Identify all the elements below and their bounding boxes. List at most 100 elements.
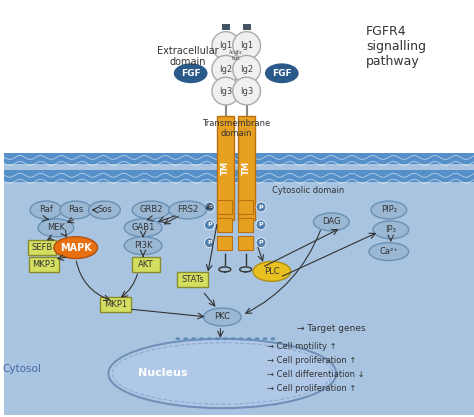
Text: Cytosolic domain: Cytosolic domain — [272, 186, 344, 195]
Text: Ras: Ras — [68, 206, 83, 214]
Circle shape — [204, 220, 214, 230]
Text: Extracellular
domain: Extracellular domain — [157, 45, 219, 67]
Circle shape — [256, 202, 266, 212]
Text: Ig2: Ig2 — [240, 65, 253, 74]
Ellipse shape — [373, 221, 409, 239]
Text: P: P — [259, 240, 263, 245]
FancyBboxPatch shape — [236, 50, 237, 60]
Text: Ig2: Ig2 — [219, 65, 232, 74]
Ellipse shape — [109, 339, 336, 408]
Circle shape — [256, 220, 266, 230]
Text: SEFB: SEFB — [31, 243, 53, 252]
Text: P: P — [207, 240, 212, 245]
Ellipse shape — [191, 337, 196, 340]
Text: Acidic
box: Acidic box — [229, 50, 244, 61]
FancyBboxPatch shape — [28, 257, 59, 272]
Text: → Cell differentiation ↓: → Cell differentiation ↓ — [267, 370, 365, 379]
Ellipse shape — [203, 308, 241, 326]
Circle shape — [204, 202, 214, 212]
FancyBboxPatch shape — [218, 218, 232, 232]
Ellipse shape — [246, 337, 252, 340]
Text: Ig3: Ig3 — [219, 87, 232, 95]
Circle shape — [212, 77, 240, 105]
Ellipse shape — [265, 63, 299, 83]
Text: FGFR4
signalling
pathway: FGFR4 signalling pathway — [366, 25, 426, 68]
Text: Nucleus: Nucleus — [138, 369, 188, 379]
Text: AKT: AKT — [138, 260, 154, 269]
Text: Transmembrane
domain: Transmembrane domain — [202, 119, 270, 138]
Ellipse shape — [231, 337, 236, 340]
Circle shape — [233, 32, 261, 59]
Ellipse shape — [255, 337, 259, 340]
FancyBboxPatch shape — [243, 24, 251, 30]
Ellipse shape — [30, 201, 62, 219]
Text: MAPK: MAPK — [60, 243, 91, 253]
Ellipse shape — [89, 201, 120, 219]
Text: PLC: PLC — [264, 267, 280, 276]
Circle shape — [256, 238, 266, 248]
Ellipse shape — [313, 213, 349, 231]
Text: TM: TM — [221, 161, 230, 175]
Ellipse shape — [263, 337, 267, 340]
Text: PI3K: PI3K — [134, 241, 152, 250]
Ellipse shape — [223, 337, 228, 340]
Text: MEK: MEK — [47, 224, 65, 232]
FancyBboxPatch shape — [4, 156, 474, 415]
Text: GAB1: GAB1 — [131, 224, 155, 232]
Circle shape — [233, 55, 261, 83]
Ellipse shape — [60, 201, 91, 219]
Text: MKP3: MKP3 — [32, 260, 55, 269]
FancyBboxPatch shape — [218, 200, 232, 214]
Text: Sos: Sos — [97, 206, 112, 214]
Ellipse shape — [175, 337, 180, 340]
Circle shape — [212, 55, 240, 83]
Circle shape — [233, 77, 261, 105]
Circle shape — [212, 32, 240, 59]
FancyBboxPatch shape — [238, 218, 253, 232]
Ellipse shape — [199, 337, 204, 340]
FancyBboxPatch shape — [100, 296, 131, 311]
FancyBboxPatch shape — [222, 24, 230, 30]
Text: Cytosol: Cytosol — [3, 364, 42, 374]
Ellipse shape — [369, 243, 409, 261]
Text: Ig3: Ig3 — [240, 87, 253, 95]
FancyBboxPatch shape — [238, 116, 255, 220]
Ellipse shape — [174, 63, 208, 83]
Text: FRS2: FRS2 — [177, 206, 198, 214]
Text: P: P — [259, 222, 263, 227]
FancyBboxPatch shape — [4, 2, 474, 156]
FancyBboxPatch shape — [4, 171, 474, 182]
Text: Raf: Raf — [39, 206, 53, 214]
Ellipse shape — [132, 201, 170, 219]
Ellipse shape — [38, 219, 74, 237]
Ellipse shape — [54, 237, 98, 259]
Ellipse shape — [253, 261, 291, 281]
Text: → Target genes: → Target genes — [297, 324, 365, 333]
FancyBboxPatch shape — [218, 116, 234, 220]
Text: STATs: STATs — [181, 275, 204, 284]
Ellipse shape — [124, 219, 162, 237]
Text: → Cell proliferation ↑: → Cell proliferation ↑ — [267, 356, 356, 365]
Circle shape — [204, 238, 214, 248]
Text: → Cell proliferation ↑: → Cell proliferation ↑ — [267, 384, 356, 393]
Ellipse shape — [239, 337, 244, 340]
FancyBboxPatch shape — [27, 240, 56, 255]
Ellipse shape — [183, 337, 188, 340]
FancyBboxPatch shape — [218, 236, 232, 250]
Text: IP₃: IP₃ — [385, 225, 396, 234]
FancyBboxPatch shape — [4, 153, 474, 164]
Text: PIP₂: PIP₂ — [381, 206, 397, 214]
Text: GRB2: GRB2 — [139, 206, 163, 214]
Text: FGF: FGF — [272, 69, 292, 78]
Ellipse shape — [124, 237, 162, 254]
Text: MKP1: MKP1 — [104, 299, 127, 309]
Text: Ig1: Ig1 — [219, 41, 232, 50]
Text: → Cell motility ↑: → Cell motility ↑ — [267, 342, 337, 351]
Text: Ca²⁺: Ca²⁺ — [379, 247, 398, 256]
Text: Ig1: Ig1 — [240, 41, 253, 50]
Text: FGF: FGF — [181, 69, 201, 78]
Text: P: P — [207, 222, 212, 227]
FancyBboxPatch shape — [177, 272, 208, 287]
FancyBboxPatch shape — [238, 200, 253, 214]
Text: P: P — [259, 204, 263, 209]
